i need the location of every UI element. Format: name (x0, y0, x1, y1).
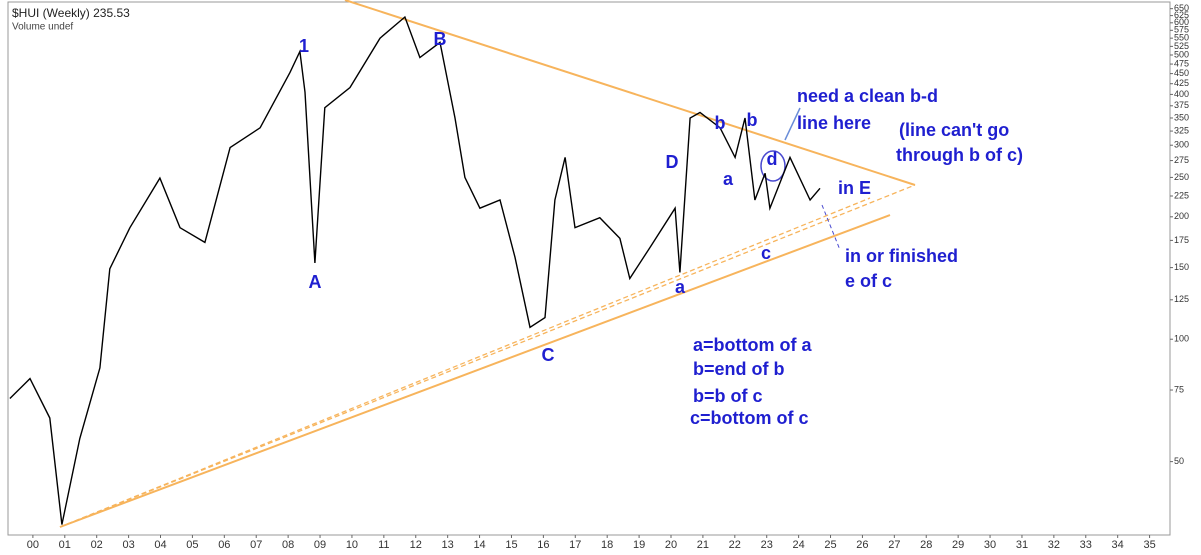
highlight-circle (760, 150, 786, 182)
annotation: d (767, 149, 778, 169)
x-tick-label: 03 (122, 539, 134, 550)
y-tick-label: 175 (1174, 235, 1189, 245)
annotation: 1 (299, 36, 309, 56)
x-tick-label: 15 (505, 539, 517, 550)
annotation: need a clean b-d (797, 86, 938, 106)
annotation: c=bottom of c (690, 408, 809, 428)
x-tick-label: 25 (824, 539, 836, 550)
annotation: b=b of c (693, 386, 763, 406)
x-tick-label: 12 (410, 539, 422, 550)
x-tick-label: 31 (1016, 539, 1028, 550)
x-tick-label: 17 (569, 539, 581, 550)
annotation: in E (838, 178, 871, 198)
support-line (59, 214, 891, 528)
x-tick-label: 01 (59, 539, 71, 550)
x-tick-label: 35 (1143, 539, 1155, 550)
y-tick-label: 350 (1174, 112, 1189, 122)
y-tick-label: 200 (1174, 211, 1189, 221)
chart-title: $HUI (Weekly) 235.53 (12, 6, 130, 20)
x-tick-label: 30 (984, 539, 996, 550)
x-tick-label: 05 (186, 539, 198, 550)
y-tick-label: 375 (1174, 100, 1189, 110)
x-tick-label: 29 (952, 539, 964, 550)
x-tick-label: 16 (537, 539, 549, 550)
y-tick-label: 50 (1174, 456, 1184, 466)
annotation: C (542, 345, 555, 365)
y-tick-label: 250 (1174, 172, 1189, 182)
annotation: in or finished (845, 246, 958, 266)
x-tick-label: 19 (633, 539, 645, 550)
x-tick-label: 02 (91, 539, 103, 550)
x-tick-label: 21 (697, 539, 709, 550)
x-tick-label: 00 (27, 539, 39, 550)
x-tick-label: 24 (792, 539, 804, 550)
x-tick-label: 11 (378, 539, 389, 550)
annotation: a=bottom of a (693, 335, 812, 355)
y-tick-label: 75 (1174, 384, 1184, 394)
y-tick-label: 625 (1174, 10, 1189, 20)
support-line-dashed (59, 197, 871, 528)
x-tick-label: 27 (888, 539, 900, 550)
x-tick-label: 20 (665, 539, 677, 550)
pointer-line (784, 107, 801, 141)
annotation: A (309, 272, 322, 292)
y-tick-label: 300 (1174, 140, 1189, 150)
annotation: line here (797, 113, 871, 133)
x-tick-label: 06 (218, 539, 230, 550)
annotation: b=end of b (693, 359, 785, 379)
x-tick-label: 04 (154, 539, 166, 550)
y-tick-label: 325 (1174, 125, 1189, 135)
plot-frame (7, 1, 1171, 536)
y-tick-label: 600 (1174, 17, 1189, 27)
x-tick-label: 13 (442, 539, 454, 550)
x-tick-label: 07 (250, 539, 262, 550)
annotation: B (434, 29, 447, 49)
annotation: c (761, 243, 771, 263)
x-tick-label: 14 (473, 539, 485, 550)
y-tick-label: 650 (1174, 3, 1189, 13)
support-line-dashed (59, 184, 916, 528)
y-tick-label: 125 (1174, 294, 1189, 304)
y-tick-label: 425 (1174, 78, 1189, 88)
x-tick-label: 33 (1080, 539, 1092, 550)
x-tick-label: 09 (314, 539, 326, 550)
annotation: b (715, 113, 726, 133)
price-line (9, 15, 821, 525)
annotation: D (666, 152, 679, 172)
y-tick-label: 475 (1174, 58, 1189, 68)
annotation: a (723, 169, 734, 189)
x-tick-label: 10 (346, 539, 358, 550)
x-tick-label: 23 (761, 539, 773, 550)
annotation: a (675, 277, 686, 297)
resistance-line (344, 0, 916, 186)
annotation: e of c (845, 271, 892, 291)
x-tick-label: 28 (920, 539, 932, 550)
chart-subtitle: Volume undef (12, 22, 73, 33)
x-tick-label: 18 (601, 539, 613, 550)
y-tick-label: 550 (1174, 33, 1189, 43)
x-tick-label: 26 (856, 539, 868, 550)
y-tick-label: 150 (1174, 262, 1189, 272)
x-tick-label: 22 (729, 539, 741, 550)
y-tick-label: 400 (1174, 89, 1189, 99)
x-tick-label: 08 (282, 539, 294, 550)
y-tick-label: 525 (1174, 41, 1189, 51)
y-tick-label: 275 (1174, 155, 1189, 165)
annotation: b (747, 110, 758, 130)
x-tick-label: 34 (1112, 539, 1124, 550)
y-tick-label: 575 (1174, 25, 1189, 35)
x-tick-label: 32 (1048, 539, 1060, 550)
y-tick-label: 500 (1174, 49, 1189, 59)
y-tick-label: 225 (1174, 190, 1189, 200)
pointer-line (821, 204, 841, 251)
annotation: (line can't go (899, 120, 1009, 140)
y-tick-label: 100 (1174, 334, 1189, 344)
annotation: through b of c) (896, 145, 1023, 165)
y-tick-label: 450 (1174, 68, 1189, 78)
